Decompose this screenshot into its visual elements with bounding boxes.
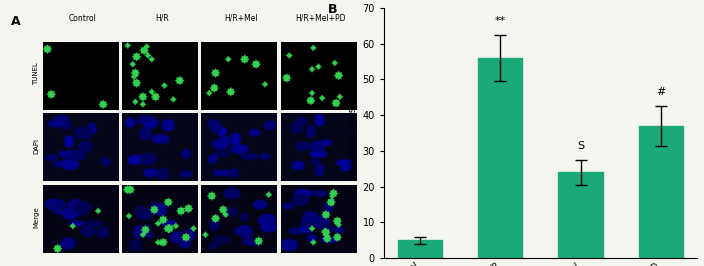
Text: A: A bbox=[11, 15, 20, 28]
Text: TUNEL: TUNEL bbox=[34, 63, 39, 85]
Y-axis label: Apoptotic cells (%): Apoptotic cells (%) bbox=[348, 87, 358, 179]
Text: H/R+Mel+PD: H/R+Mel+PD bbox=[295, 14, 346, 23]
Text: H/R: H/R bbox=[155, 14, 169, 23]
Bar bbox=[478, 58, 522, 258]
Bar bbox=[639, 126, 683, 258]
Bar bbox=[558, 172, 603, 258]
Text: B: B bbox=[327, 3, 337, 16]
Text: Control: Control bbox=[69, 14, 96, 23]
Text: Merge: Merge bbox=[34, 206, 39, 228]
Bar bbox=[398, 240, 442, 258]
Text: #: # bbox=[656, 87, 665, 97]
Text: H/R+Mel: H/R+Mel bbox=[225, 14, 258, 23]
Text: **: ** bbox=[495, 16, 506, 26]
Text: S: S bbox=[577, 141, 584, 151]
Text: DAPI: DAPI bbox=[34, 138, 39, 153]
